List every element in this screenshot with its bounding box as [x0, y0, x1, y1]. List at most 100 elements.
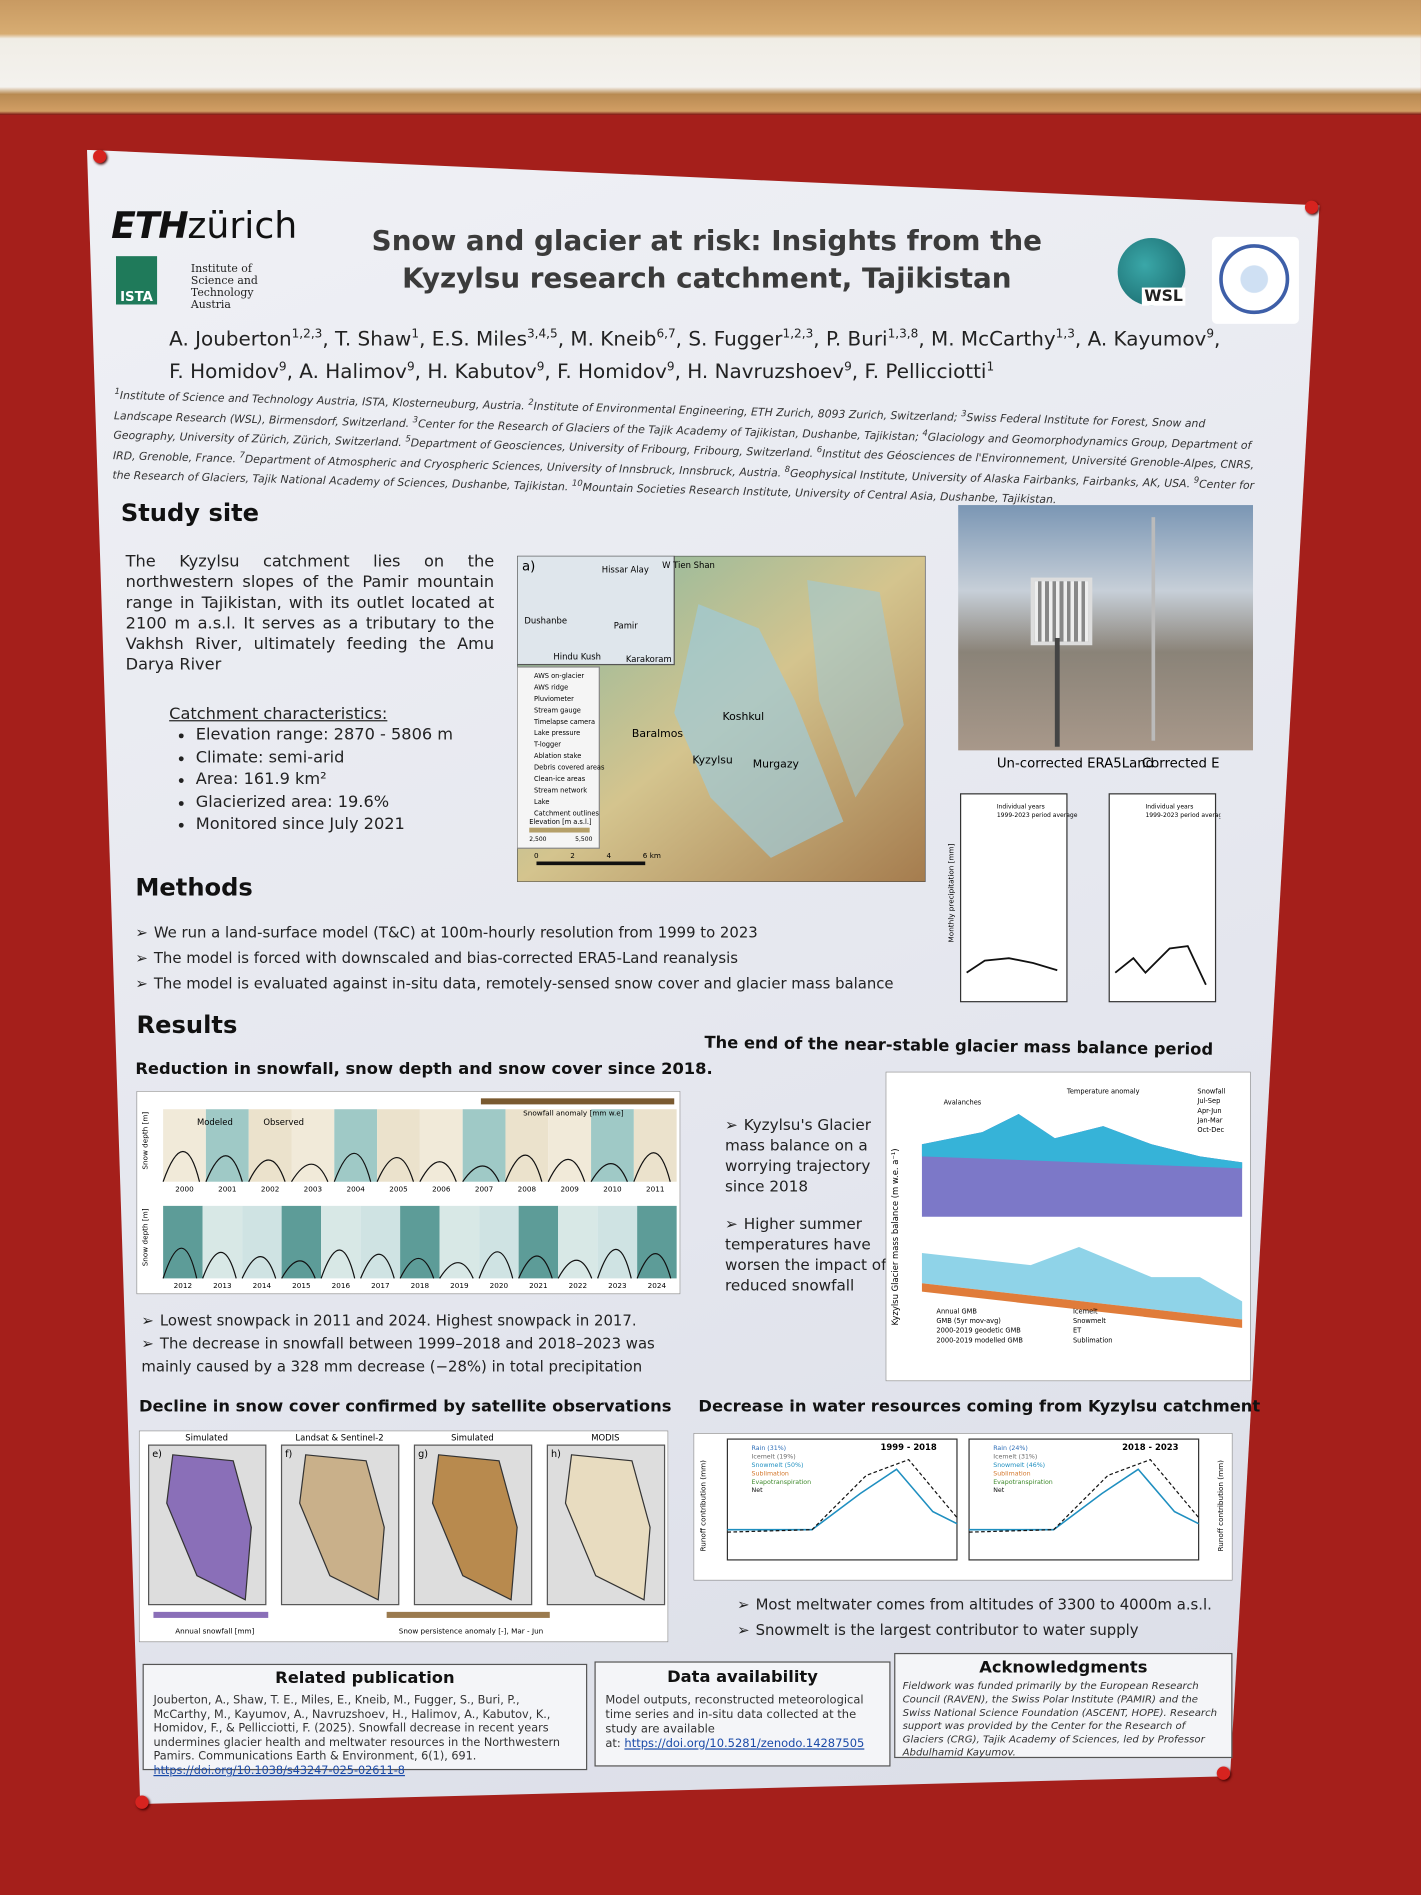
author-affil: 9 — [844, 360, 852, 374]
colorbar — [386, 1611, 550, 1618]
related-publication-box: Related publication Jouberton, A., Shaw,… — [142, 1663, 588, 1777]
water-bullets: Most meltwater comes from altitudes of 3… — [737, 1593, 1220, 1644]
wsl-logo-text: WSL — [1141, 287, 1186, 306]
legend: Net — [752, 1487, 764, 1494]
year-label: 2008 — [518, 1184, 537, 1193]
year-label: 2023 — [608, 1281, 627, 1290]
elevation-max: 5,500 — [575, 836, 592, 843]
section-heading: Study site — [120, 497, 260, 527]
axis-title: Snow depth [m] — [140, 1208, 149, 1266]
snow-curve — [399, 1258, 435, 1279]
affil-text: Institute of Science and Technology Aust… — [119, 390, 525, 414]
crg-logo — [1211, 236, 1299, 324]
subsection-heading: Reduction in snowfall, snow depth and sn… — [135, 1059, 713, 1080]
eth-logo-rest: zürich — [187, 205, 298, 248]
precip-figure: Un-corrected ERA5Land Individual years 199… — [946, 756, 1220, 1003]
colorbar — [153, 1611, 269, 1618]
snow-cover-figure: Simulated e) Landsat & Sentinel-2f) Simulat… — [138, 1430, 669, 1643]
snow-curve — [202, 1251, 237, 1279]
map-region: Karakoram — [626, 654, 672, 664]
ista-name: Institute of Science and Technology Aust… — [190, 263, 258, 312]
year-band — [591, 1109, 634, 1182]
box-heading: Data availability — [667, 1667, 818, 1687]
section-heading: Results — [136, 1010, 238, 1040]
author-name: A. Kayumov — [1087, 326, 1207, 350]
snow-curve — [597, 1248, 632, 1279]
scale-bar — [536, 861, 646, 866]
wsl-logo: WSL — [1117, 238, 1186, 306]
map-legend: Stream gauge — [534, 706, 581, 714]
legend: Rain (24%) — [993, 1445, 1028, 1452]
ista-mark-text: ISTA — [120, 288, 153, 305]
publication-text: Jouberton, A., Shaw, T. E., Miles, E., K… — [153, 1694, 561, 1763]
legend: Evapotranspiration — [993, 1479, 1053, 1486]
author-sep: , — [675, 326, 683, 350]
snow-curve — [547, 1159, 586, 1182]
list-item: Climate: semi-arid — [196, 747, 534, 769]
scale-label: 4 — [607, 851, 612, 860]
runoff-line — [727, 1468, 958, 1531]
year-label: 2014 — [253, 1281, 272, 1290]
panel-label: h) — [551, 1449, 561, 1460]
legend: Net — [993, 1487, 1005, 1494]
year-label: 2013 — [213, 1281, 232, 1290]
map-legend: T-logger — [533, 741, 561, 749]
data-link[interactable]: https://doi.org/10.5281/zenodo.14287505 — [624, 1737, 865, 1751]
year-label: 2020 — [490, 1281, 509, 1290]
author-affil: 9 — [278, 360, 287, 374]
panel-label: g) — [418, 1449, 428, 1460]
net-line — [727, 1458, 958, 1533]
section-heading: Methods — [135, 872, 253, 902]
panel-legend: Individual years — [1145, 803, 1193, 810]
author-name: S. Fugger — [688, 326, 783, 350]
legend: Jan-Mar — [1196, 1117, 1222, 1125]
year-band — [439, 1205, 480, 1279]
legend: Annual GMB — [936, 1307, 977, 1315]
author-name: M. McCarthy — [931, 326, 1056, 350]
snow-curve — [360, 1253, 395, 1279]
catchment — [166, 1454, 252, 1601]
author-name: F. Homidov — [557, 360, 667, 384]
list-item: Kyzylsu's Glacier mass balance on a worr… — [725, 1114, 888, 1196]
year-label: 2016 — [332, 1281, 351, 1290]
author-sep: , — [544, 360, 551, 384]
panel-title: MODIS — [591, 1432, 619, 1442]
year-band — [281, 1205, 322, 1279]
year-band — [202, 1205, 243, 1279]
snow-curve — [241, 1256, 277, 1279]
author: P. Buri1,3,8, — [826, 327, 931, 350]
period: 1999 - 2018 — [880, 1442, 936, 1452]
list-item: Higher summer temperatures have worsen t… — [725, 1213, 888, 1295]
author-affil: 1 — [411, 327, 420, 341]
map-region: Pamir — [614, 620, 638, 630]
snow-curve — [439, 1262, 474, 1279]
legend: Jul-Sep — [1196, 1097, 1220, 1105]
snow-curve — [333, 1152, 372, 1182]
snow-curve — [478, 1251, 514, 1279]
wood-frame — [0, 0, 1421, 115]
data-text: Model outputs, reconstructed meteorologi… — [605, 1694, 864, 1737]
photo-aws — [958, 505, 1254, 751]
legend: Sublimation — [993, 1470, 1030, 1477]
list-item: Monitored since July 2021 — [196, 814, 534, 836]
scale-label: 0 — [534, 851, 539, 860]
mass-balance-figure: Kyzylsu Glacier mass balance (m w.e. a⁻¹… — [885, 1071, 1251, 1382]
snow-curve — [590, 1163, 628, 1183]
author-sep: , — [1214, 326, 1221, 350]
year-label: 2009 — [560, 1184, 579, 1193]
map-legend: AWS ridge — [534, 683, 568, 691]
author: F. Homidov9, — [557, 360, 687, 383]
author-name: H. Navruzshoev — [687, 360, 845, 384]
eth-logo: ETHzürich — [111, 205, 297, 247]
legend: Snowmelt (46%) — [993, 1462, 1045, 1469]
publication-link[interactable]: https://doi.org/10.1038/s43247-025-02611… — [153, 1763, 405, 1777]
snow-curve — [162, 1247, 198, 1279]
year-band — [637, 1205, 677, 1279]
data-at: at: — [605, 1737, 621, 1751]
author-sep: , — [918, 326, 925, 350]
author-sep: , — [1074, 326, 1082, 350]
panel-label: f) — [285, 1449, 292, 1460]
author-affil: 1,2,3 — [782, 327, 814, 341]
